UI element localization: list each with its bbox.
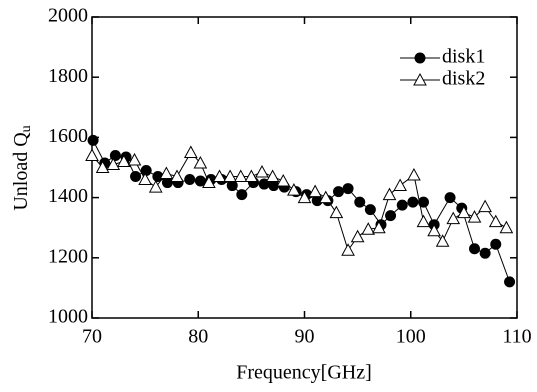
marker [385, 210, 397, 222]
marker [244, 169, 259, 183]
legend-marker [414, 52, 426, 64]
marker [364, 204, 376, 216]
marker [265, 169, 280, 183]
marker [444, 192, 456, 204]
marker [457, 205, 471, 219]
marker [333, 186, 344, 198]
marker [469, 243, 480, 255]
marker [161, 177, 173, 189]
legend-label: disk1 [442, 46, 485, 68]
marker [287, 183, 301, 196]
x-tick-label: 100 [396, 326, 426, 348]
marker [490, 238, 502, 250]
marker [184, 174, 196, 186]
marker [488, 214, 503, 228]
marker [354, 196, 366, 208]
marker [85, 148, 99, 161]
marker [382, 187, 397, 201]
marker [140, 165, 152, 177]
marker [194, 175, 206, 187]
marker [361, 222, 376, 235]
marker [212, 169, 227, 183]
marker [117, 154, 131, 167]
marker [435, 234, 450, 247]
y-axis-label: Unload Qu [10, 125, 35, 210]
marker [183, 145, 198, 158]
marker [350, 229, 365, 243]
y-tick-label: 1200 [48, 245, 88, 267]
marker [504, 276, 516, 288]
marker [407, 167, 421, 181]
marker [202, 175, 216, 189]
marker [152, 171, 164, 183]
y-tick-label: 1000 [48, 306, 88, 328]
y-tick-label: 2000 [48, 5, 88, 27]
x-tick-label: 70 [82, 326, 102, 348]
marker [193, 155, 208, 169]
y-tick-label: 1800 [48, 65, 88, 87]
x-tick-label: 110 [502, 326, 531, 348]
marker [396, 199, 408, 211]
marker [341, 243, 355, 256]
legend-marker [413, 72, 427, 86]
marker [297, 190, 312, 204]
marker [407, 196, 419, 208]
marker [159, 166, 174, 180]
marker [499, 220, 514, 234]
marker [95, 160, 110, 173]
marker [479, 247, 491, 259]
x-tick-label: 80 [188, 326, 208, 348]
marker [308, 184, 322, 198]
marker [233, 169, 248, 183]
y-label-sub: u [19, 125, 34, 132]
marker [329, 205, 344, 219]
x-axis-label: Frequency[GHz] [236, 362, 372, 384]
marker [109, 149, 121, 161]
marker [427, 223, 441, 237]
y-tick-label: 1600 [48, 125, 88, 147]
marker [236, 189, 248, 201]
marker [148, 180, 163, 193]
marker [478, 199, 492, 213]
marker [372, 220, 386, 234]
marker [268, 180, 280, 192]
marker [318, 190, 333, 204]
marker [311, 195, 323, 207]
marker [130, 171, 142, 183]
x-tick-label: 90 [295, 326, 315, 348]
y-tick-label: 1400 [48, 185, 88, 207]
marker [276, 174, 291, 187]
marker [467, 210, 482, 223]
marker [255, 164, 269, 178]
marker [446, 211, 461, 225]
marker [127, 152, 142, 166]
marker [223, 169, 237, 183]
y-label-main: Unload Q [10, 132, 32, 211]
series-line [92, 140, 511, 283]
marker [416, 214, 431, 228]
marker [342, 183, 354, 195]
marker [226, 180, 238, 192]
marker [393, 178, 407, 192]
legend-label: disk2 [442, 68, 485, 90]
marker [87, 134, 99, 146]
marker [418, 196, 429, 208]
marker [170, 169, 184, 183]
marker [138, 172, 152, 186]
marker [106, 157, 121, 170]
